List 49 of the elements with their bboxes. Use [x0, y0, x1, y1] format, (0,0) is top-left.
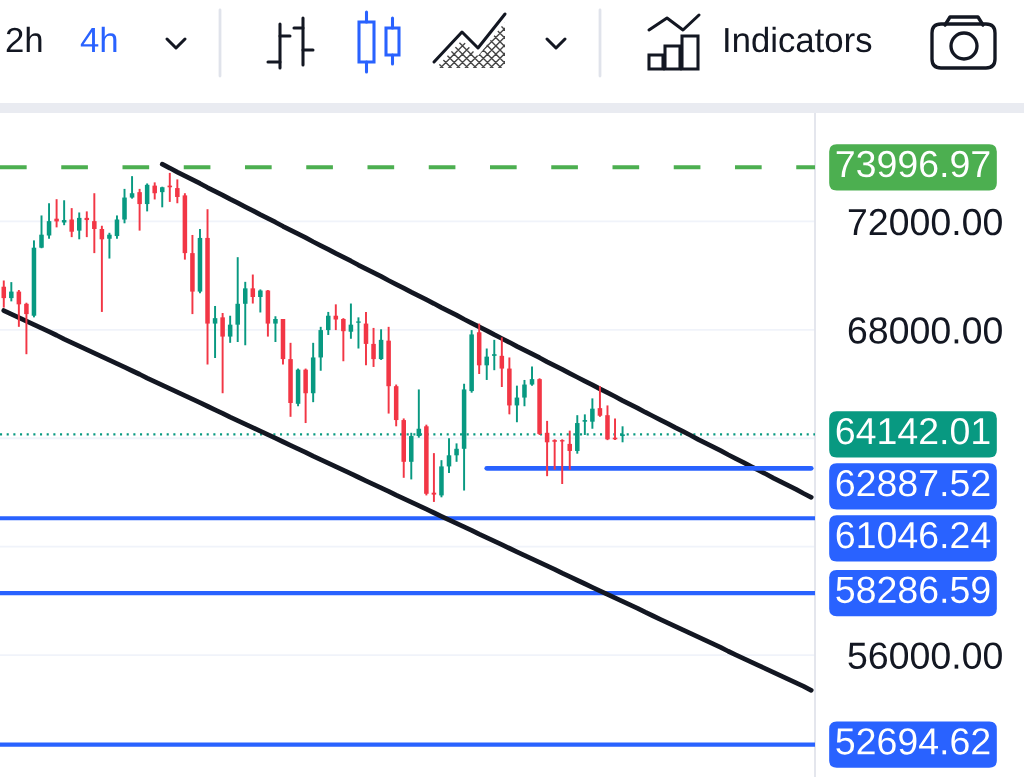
ref-line-label: 58286.59 [836, 576, 990, 604]
y-tick-label: 68000.00 [848, 317, 1002, 344]
ref-line-label: 64142.01 [836, 417, 990, 445]
candlestick [333, 303, 339, 332]
candlestick [529, 365, 535, 387]
candlestick [122, 187, 127, 225]
candlestick [597, 385, 603, 418]
y-tick-label: 56000.00 [848, 642, 1002, 669]
candlestick [9, 281, 14, 303]
ref-line-label: 61046.24 [836, 521, 991, 549]
line-series [159, 161, 814, 500]
line-series [1, 308, 814, 693]
candlestick [175, 178, 180, 205]
candlestick [590, 397, 595, 430]
candlestick [258, 288, 263, 314]
candlestick [484, 347, 489, 381]
candlestick [235, 256, 240, 343]
candlestick [129, 175, 135, 200]
candlestick [499, 336, 505, 388]
text: Indicators [725, 26, 872, 53]
candlestick [76, 211, 82, 241]
candlestick [24, 301, 29, 356]
candlestick [522, 378, 527, 408]
candlestick [552, 438, 557, 471]
candlestick [107, 231, 112, 260]
candlestick [303, 367, 308, 425]
candlestick [92, 192, 97, 255]
ref-line-label: 52694.62 [836, 728, 990, 755]
data-label: 62887.52 [836, 469, 990, 497]
candlestick [273, 315, 278, 343]
candlestick [212, 305, 218, 359]
candlestick [341, 317, 346, 363]
candlestick [250, 273, 256, 305]
candlestick [242, 280, 248, 347]
candlestick [326, 310, 331, 336]
text: 2h [6, 26, 42, 52]
candlestick [454, 442, 459, 463]
text: 4h [80, 26, 117, 52]
candlestick [567, 429, 573, 471]
ref-line-label: 73996.97 [836, 150, 990, 178]
candlestick [492, 338, 497, 372]
candlestick [137, 187, 142, 232]
candlestick [46, 202, 52, 240]
candlestick [69, 207, 74, 239]
candlestick [371, 326, 376, 368]
candlestick [39, 214, 44, 250]
candlestick [356, 316, 361, 350]
y-tick-label: 72000.00 [848, 208, 1002, 236]
candlestick [220, 312, 225, 395]
